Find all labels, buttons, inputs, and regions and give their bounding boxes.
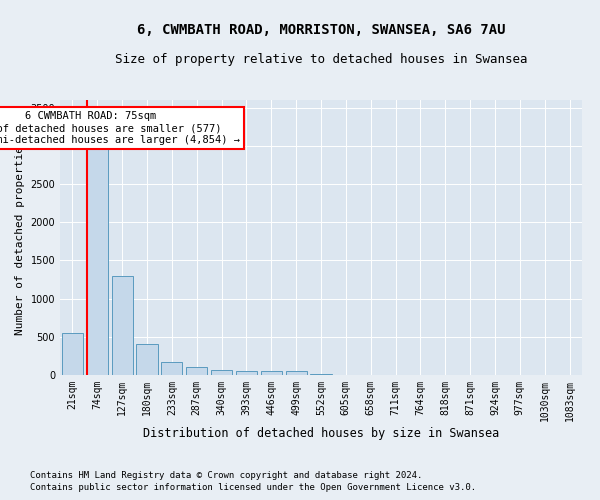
Bar [286, 371, 307, 375]
Text: Contains HM Land Registry data © Crown copyright and database right 2024.: Contains HM Land Registry data © Crown c… [30, 471, 422, 480]
Bar [161, 362, 182, 375]
Bar [186, 368, 207, 375]
Bar [112, 276, 133, 375]
Bar [87, 126, 108, 375]
Bar [261, 371, 282, 375]
Bar [310, 374, 332, 375]
Bar [62, 333, 83, 375]
X-axis label: Distribution of detached houses by size in Swansea: Distribution of detached houses by size … [143, 426, 499, 440]
Text: 6 CWMBATH ROAD: 75sqm
← 11% of detached houses are smaller (577)
89% of semi-det: 6 CWMBATH ROAD: 75sqm ← 11% of detached … [0, 112, 241, 144]
Text: 6, CWMBATH ROAD, MORRISTON, SWANSEA, SA6 7AU: 6, CWMBATH ROAD, MORRISTON, SWANSEA, SA6… [137, 22, 505, 36]
Y-axis label: Number of detached properties: Number of detached properties [15, 140, 25, 336]
Text: Contains public sector information licensed under the Open Government Licence v3: Contains public sector information licen… [30, 484, 476, 492]
Bar [136, 344, 158, 375]
Bar [211, 370, 232, 375]
Bar [236, 371, 257, 375]
Text: Size of property relative to detached houses in Swansea: Size of property relative to detached ho… [115, 52, 527, 66]
